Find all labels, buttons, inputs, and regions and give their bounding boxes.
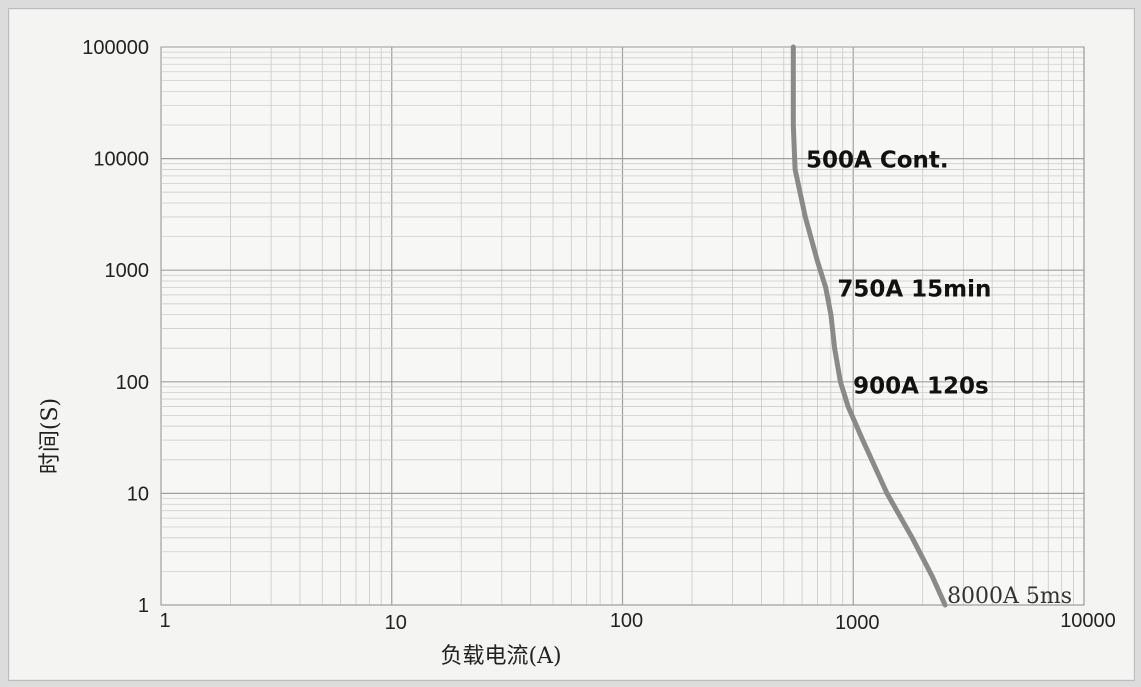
- curve-annotation: 900A 120s: [853, 373, 989, 399]
- y-tick-label: 100000: [82, 37, 149, 59]
- x-tick-label: 10: [385, 612, 407, 634]
- chart-svg: 1 10 100 1000 10000 100000 1 10 100 1000 10000 500…: [38, 37, 1116, 669]
- tick-labels: 1 10 100 1000 10000 100000 1 10 100 1000 10000: [82, 37, 1116, 634]
- grid-lines: [160, 46, 1085, 606]
- x-tick-label: 1000: [835, 612, 880, 634]
- y-tick-label: 1: [138, 595, 149, 617]
- series-line: [790, 44, 948, 608]
- series-layer: [790, 44, 948, 608]
- x-tick-label: 100: [610, 610, 643, 632]
- x-axis-label: 负载电流(A): [440, 644, 561, 669]
- curve-annotation: 8000A 5ms: [947, 584, 1072, 609]
- annotation-layer: 500A Cont. 750A 15min 900A 120s 8000A 5ms: [806, 148, 1072, 609]
- chart-frame: 1 10 100 1000 10000 100000 1 10 100 1000 10000 500…: [8, 8, 1135, 681]
- y-axis-label: 时间(S): [38, 398, 63, 474]
- y-tick-label: 10: [127, 483, 149, 505]
- curve-annotation: 750A 15min: [837, 276, 991, 302]
- x-tick-label: 10000: [1060, 610, 1116, 632]
- curve-annotation: 500A Cont.: [806, 148, 949, 174]
- y-tick-label: 100: [116, 372, 149, 394]
- y-tick-label: 10000: [93, 149, 149, 171]
- y-tick-label: 1000: [105, 260, 150, 282]
- x-tick-label: 1: [159, 610, 170, 632]
